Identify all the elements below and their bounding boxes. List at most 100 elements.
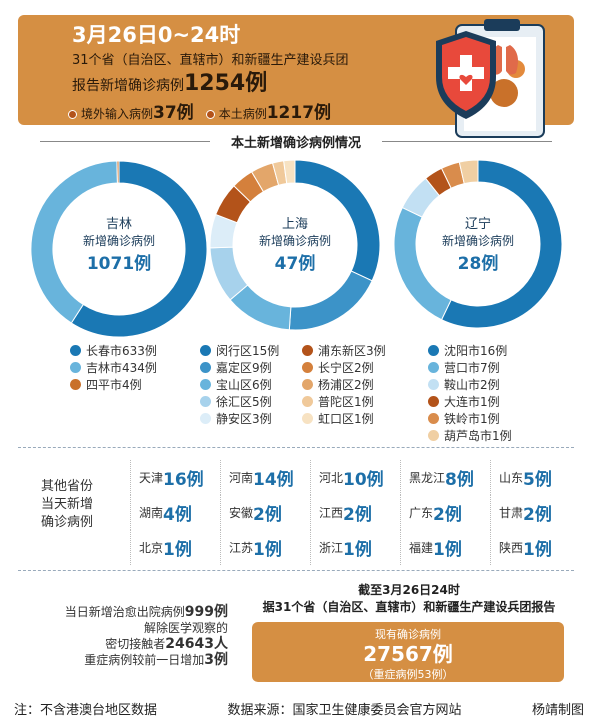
local-label: 本土病例 [218,107,267,121]
legend-item: 吉林市434例 [70,359,157,376]
severe-cases-note: （重症病例53例） [362,668,454,681]
legend-label: 徐汇区5例 [216,395,272,409]
current-cases-box: 现有确诊病例 27567例 （重症病例53例） [252,622,564,682]
divider [18,447,574,448]
province-count: 2例 [433,505,462,525]
province-subtitle: 新增确诊病例 [441,234,514,248]
jilin-donut-chart [30,160,208,338]
banner-total-number: 1254例 [184,71,268,96]
legend-swatch-icon [70,379,81,390]
banner-total: 报告新增确诊病例1254例 [72,65,267,97]
other-provinces-label: 其他省份 当天新增 确诊病例 [40,479,93,530]
legend-item: 沈阳市16例 [428,342,512,359]
province-name: 陕西 [499,541,524,555]
province-name: 浙江 [319,541,344,555]
banner-region: 31个省（自治区、直辖市）和新疆生产建设兵团 [72,53,349,68]
contacts-label: 密切接触者 [105,637,166,651]
province-cell: 浙江 1例 [310,530,400,565]
legend-label: 宝山区6例 [216,378,272,392]
legend-swatch-icon [428,396,439,407]
legend-swatch-icon [428,413,439,424]
province-count: 4例 [163,505,192,525]
legend-label: 浦东新区3例 [318,344,386,358]
legend-swatch-icon [70,345,81,356]
legend-label: 四平市4例 [86,378,142,392]
contacts-number: 24643人 [165,636,228,652]
province-count: 14例 [253,470,294,490]
province-name: 广东 [409,506,434,520]
province-count: 1例 [343,540,372,560]
legend-item: 四平市4例 [70,376,157,393]
legend-item: 闵行区15例 [200,342,279,359]
banner-total-label: 报告新增确诊病例 [72,78,184,94]
province-count: 2例 [343,505,372,525]
province-cell: 山东 5例 [490,460,580,495]
bullet-icon [68,110,77,119]
legend-item: 葫芦岛市1例 [428,427,512,444]
legend-label: 沈阳市16例 [444,344,508,358]
banner-breakdown: 境外输入病例37例 本土病例1217例 [68,98,331,123]
province-name: 河南 [229,471,254,485]
legend-swatch-icon [428,362,439,373]
legend-label: 大连市1例 [444,395,500,409]
province-cell: 北京 1例 [130,530,220,565]
imported-label: 境外输入病例 [81,107,154,121]
legend-item: 大连市1例 [428,393,512,410]
legend-item: 宝山区6例 [200,376,279,393]
province-name: 吉林 [105,217,132,232]
province-cell: 湖南 4例 [130,495,220,530]
province-name: 天津 [139,471,164,485]
liaoning-center: 辽宁 新增确诊病例 28例 [418,213,538,274]
province-count: 28例 [457,254,499,274]
legend-label: 长宁区2例 [318,361,374,375]
donut-slice-1 [70,160,208,338]
section-title: 本土新增确诊病例情况 [0,132,592,151]
province-name: 福建 [409,541,434,555]
legend-label: 长春市633例 [86,344,157,358]
legend-swatch-icon [428,379,439,390]
province-count: 47例 [274,254,316,274]
jilin-center: 吉林 新增确诊病例 1071例 [59,213,179,274]
province-cell: 黑龙江 8例 [400,460,490,495]
province-name: 黑龙江 [409,471,446,485]
province-cell: 河北 10例 [310,460,400,495]
shanghai-legend-col1: 闵行区15例 嘉定区9例 宝山区6例 徐汇区5例 静安区3例 [200,342,279,427]
legend-item: 嘉定区9例 [200,359,279,376]
province-name: 甘肃 [499,506,524,520]
province-count: 2例 [253,505,282,525]
province-cell: 福建 1例 [400,530,490,565]
legend-swatch-icon [428,430,439,441]
legend-item: 普陀区1例 [302,393,386,410]
legend-item: 虹口区1例 [302,410,386,427]
province-count: 1例 [163,540,192,560]
legend-swatch-icon [200,362,211,373]
province-count: 1例 [433,540,462,560]
cumulative-title: 截至3月26日24时 据31个省（自治区、直辖市）和新疆生产建设兵团报告 [262,583,556,614]
province-count: 5例 [523,470,552,490]
legend-swatch-icon [428,345,439,356]
legend-label: 闵行区15例 [216,344,280,358]
legend-swatch-icon [302,379,313,390]
released-label: 解除医学观察的 [143,621,228,635]
legend-label: 葫芦岛市1例 [444,429,512,443]
province-cell: 甘肃 2例 [490,495,580,530]
severe-increase-number: 3例 [204,652,228,668]
province-name: 湖南 [139,506,164,520]
province-name: 山东 [499,471,524,485]
legend-item: 长春市633例 [70,342,157,359]
legend-swatch-icon [200,379,211,390]
province-name: 上海 [281,217,308,232]
province-cell: 河南 14例 [220,460,310,495]
bullet-icon [205,110,215,119]
legend-swatch-icon [200,413,211,424]
donut-slice-2 [288,270,373,331]
legend-label: 杨浦区2例 [318,378,374,392]
donut-slice-1 [440,159,563,329]
province-count: 1071例 [86,254,152,274]
legend-swatch-icon [200,345,211,356]
legend-label: 鞍山市2例 [444,378,500,392]
legend-label: 吉林市434例 [86,361,157,375]
legend-label: 铁岭市1例 [444,412,500,426]
legend-item: 浦东新区3例 [302,342,386,359]
legend-item: 营口市7例 [428,359,512,376]
